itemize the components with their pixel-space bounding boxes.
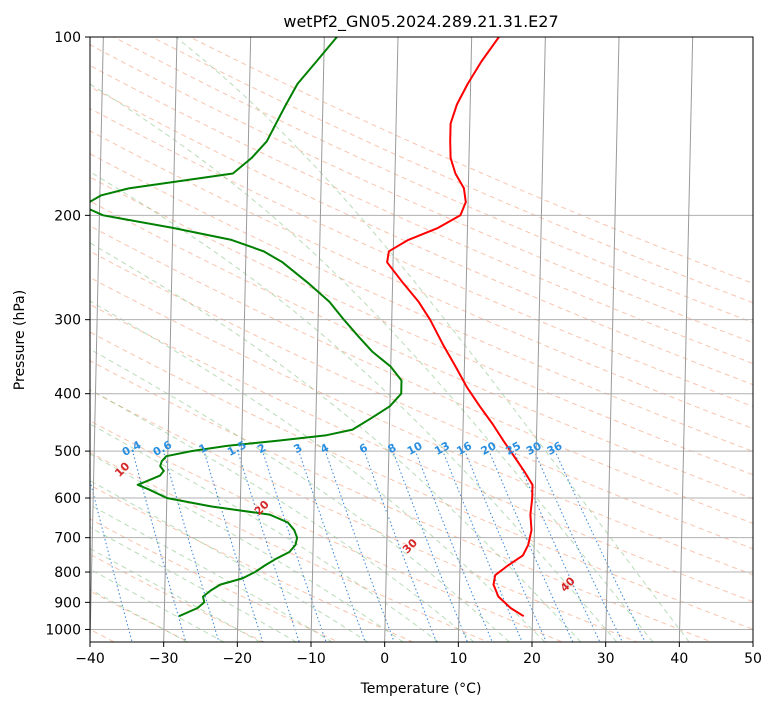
- isotherm-line: [531, 37, 546, 642]
- moist-adiabat: [90, 480, 368, 642]
- x-tick-label: 40: [670, 651, 688, 667]
- x-tick-label: −30: [149, 651, 179, 667]
- mixing-ratio-line: [163, 453, 220, 642]
- y-tick-label: 400: [54, 387, 81, 403]
- mixing-ratio-line: [489, 453, 574, 642]
- isotherm-line: [310, 37, 325, 642]
- mixing-ratio-label: 30: [524, 439, 544, 458]
- plot-frame: [89, 36, 754, 643]
- mixing-ratio-label: 25: [503, 439, 523, 458]
- mixing-ratio-label: 13: [432, 439, 452, 458]
- mixing-ratio-label: 36: [545, 439, 565, 458]
- y-tick-label: 300: [54, 313, 81, 329]
- dewpoint-line: [90, 37, 403, 618]
- x-tick-label: 20: [523, 651, 541, 667]
- mixing-ratio-line: [535, 453, 623, 642]
- moist-adiabat: [175, 37, 690, 642]
- x-tick-label: −40: [75, 651, 105, 667]
- y-tick-label: 800: [54, 565, 81, 581]
- x-tick-label: −20: [223, 651, 253, 667]
- mixing-ratio-line: [299, 453, 366, 642]
- mixing-ratio-line: [262, 453, 327, 642]
- y-tick-label: 1000: [45, 622, 81, 638]
- dry-adiabat: [90, 451, 489, 642]
- mixing-ratio-line: [238, 453, 300, 642]
- mixing-ratio-line: [325, 453, 395, 642]
- isopleth-background: [90, 37, 753, 642]
- x-axis-label: Temperature (°C): [360, 681, 482, 697]
- isotherm-line: [384, 37, 399, 642]
- moist-adiabat: [90, 348, 510, 642]
- mixing-ratio-label: 10: [405, 439, 425, 458]
- isotherm-line: [457, 37, 473, 642]
- dry-adiabat: [90, 303, 753, 603]
- y-axis-ticks: 100 200 300 400 500 600 700 800 900 1000: [45, 30, 90, 638]
- profile-lines: [90, 37, 534, 618]
- x-tick-label: 30: [597, 651, 615, 667]
- x-tick-label: 50: [744, 651, 762, 667]
- moist-adiabat: [90, 83, 654, 642]
- dry-adiabat: [90, 153, 753, 452]
- chart-title: wetPf2_GN05.2024.289.21.31.E27: [283, 12, 558, 32]
- mixing-ratio-label: 20: [479, 439, 499, 458]
- x-axis-ticks: −40 −30 −20 −10 0 10 20 30 40 50: [75, 642, 762, 667]
- dry-adiabat: [90, 420, 564, 642]
- mixing-ratio-line: [90, 478, 133, 642]
- dry-adiabat: [90, 64, 753, 365]
- x-tick-label: −10: [296, 651, 326, 667]
- y-tick-label: 500: [54, 444, 81, 460]
- dry-adiabat: [90, 250, 753, 550]
- moist-adiabat: [90, 388, 475, 642]
- isotherm-line: [605, 37, 620, 642]
- moist-adiabat: [90, 504, 333, 642]
- y-axis-label: Pressure (hPa): [12, 290, 28, 390]
- moist-adiabat: [90, 526, 297, 642]
- y-tick-label: 100: [54, 30, 81, 46]
- moist-adiabat: [90, 423, 439, 642]
- dry-adiabat: [90, 200, 753, 500]
- moist-adiabat: [90, 453, 404, 642]
- isotherm-line: [90, 37, 104, 642]
- mixing-ratio-label: 16: [454, 439, 474, 458]
- mixing-ratio-line: [204, 453, 264, 642]
- x-tick-label: 10: [449, 651, 467, 667]
- dry-adiabat: [150, 37, 753, 304]
- mixing-ratio-line: [514, 453, 601, 642]
- y-tick-label: 200: [54, 208, 81, 224]
- moist-adiabat: [90, 242, 582, 642]
- mixing-ratio-line: [555, 453, 646, 642]
- dry-adiabat: [90, 276, 753, 576]
- grid-lines: [90, 37, 753, 642]
- y-tick-label: 900: [54, 595, 81, 611]
- isotherm-line: [678, 37, 694, 642]
- isotherm-line: [163, 37, 178, 642]
- y-tick-label: 700: [54, 531, 81, 547]
- temperature-line: [386, 37, 534, 618]
- mixing-ratio-line: [465, 453, 547, 642]
- dry-adiabat: [90, 86, 753, 386]
- dry-adiabat: [90, 107, 753, 407]
- x-tick-label: 0: [380, 651, 389, 667]
- isotherm-line: [236, 37, 252, 642]
- y-tick-label: 600: [54, 491, 81, 507]
- dry-adiabat: [90, 44, 753, 344]
